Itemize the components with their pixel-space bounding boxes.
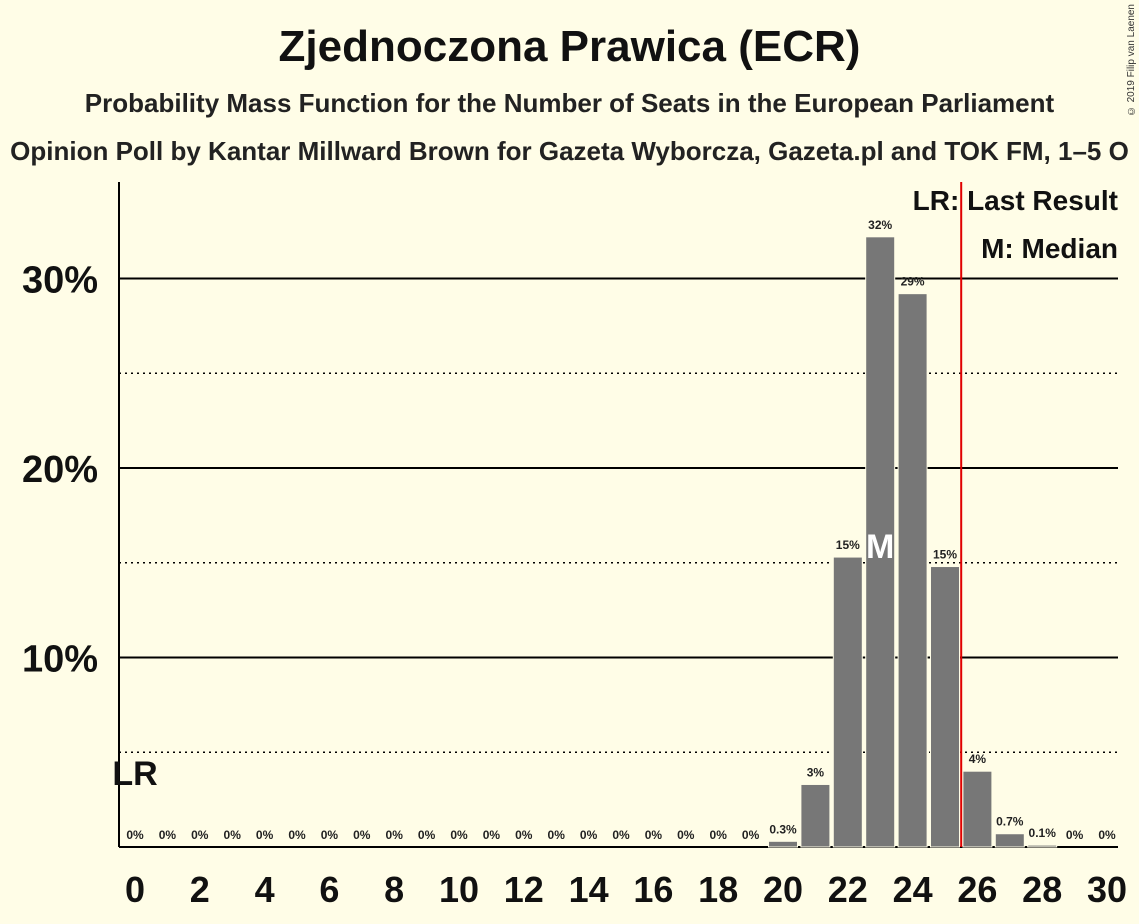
chart-title: Zjednoczona Prawica (ECR): [278, 22, 861, 71]
bar: [962, 770, 993, 848]
bar-value-label: 32%: [868, 218, 892, 232]
bar-value-label: 0%: [710, 828, 728, 842]
bar-value-label: 0.7%: [996, 815, 1024, 829]
bar: [1027, 844, 1058, 848]
bar: [832, 556, 863, 848]
bar-value-label: 0.3%: [769, 822, 797, 836]
x-tick-label: 6: [319, 869, 339, 910]
y-tick-label: 20%: [22, 449, 98, 491]
bar: [930, 566, 960, 848]
bar-value-label: 0%: [645, 828, 663, 842]
bar-value-label: 4%: [969, 752, 987, 766]
bar-value-label: 0%: [1066, 828, 1084, 842]
chart-source-line: Opinion Poll by Kantar Millward Brown fo…: [10, 136, 1129, 166]
x-tick-label: 26: [957, 869, 997, 910]
bar-value-label: 0%: [1098, 828, 1116, 842]
legend-median: M: Median: [981, 233, 1118, 264]
bar-value-label: 0%: [126, 828, 144, 842]
bar-value-label: 0%: [321, 828, 339, 842]
bar-value-label: 0%: [159, 828, 177, 842]
x-tick-label: 18: [698, 869, 738, 910]
bar-value-label: 0%: [191, 828, 209, 842]
bar-value-label: 0%: [386, 828, 404, 842]
chart-subtitle: Probability Mass Function for the Number…: [84, 88, 1055, 118]
x-tick-label: 10: [439, 869, 479, 910]
bar-value-label: 29%: [901, 275, 925, 289]
bar: [994, 833, 1025, 848]
bar-value-label: 0%: [742, 828, 760, 842]
bar: [768, 840, 798, 848]
bar: [865, 236, 896, 848]
bar: [800, 783, 831, 848]
x-tick-label: 8: [384, 869, 404, 910]
x-tick-label: 2: [190, 869, 210, 910]
x-tick-label: 16: [633, 869, 673, 910]
x-tick-label: 28: [1022, 869, 1062, 910]
bar-value-label: 3%: [807, 765, 825, 779]
bar-value-label: 0%: [580, 828, 598, 842]
median-marker: M: [866, 528, 894, 566]
x-tick-label: 30: [1087, 869, 1127, 910]
x-tick-label: 20: [763, 869, 803, 910]
bar: [897, 293, 928, 848]
x-tick-label: 4: [255, 869, 275, 910]
y-tick-label: 10%: [22, 639, 98, 681]
bar-value-label: 15%: [836, 538, 860, 552]
bar-value-label: 0%: [612, 828, 630, 842]
bar-value-label: 0.1%: [1029, 826, 1057, 840]
x-tick-label: 12: [504, 869, 544, 910]
x-tick-label: 24: [893, 869, 933, 910]
bar-value-label: 0%: [450, 828, 468, 842]
bar-value-label: 0%: [515, 828, 533, 842]
last-result-marker: LR: [112, 755, 157, 793]
bar-value-label: 0%: [677, 828, 695, 842]
x-tick-label: 14: [569, 869, 609, 910]
y-tick-label: 30%: [22, 260, 98, 302]
bar-value-label: 0%: [483, 828, 501, 842]
bar-value-label: 0%: [224, 828, 242, 842]
legend-last-result: LR: Last Result: [913, 185, 1118, 216]
bar-value-label: 0%: [548, 828, 566, 842]
bar-value-label: 0%: [418, 828, 436, 842]
bar-value-label: 0%: [288, 828, 306, 842]
bar-value-label: 0%: [353, 828, 371, 842]
x-tick-label: 0: [125, 869, 145, 910]
bar-value-label: 0%: [256, 828, 274, 842]
x-tick-label: 22: [828, 869, 868, 910]
bar-value-label: 15%: [933, 548, 957, 562]
